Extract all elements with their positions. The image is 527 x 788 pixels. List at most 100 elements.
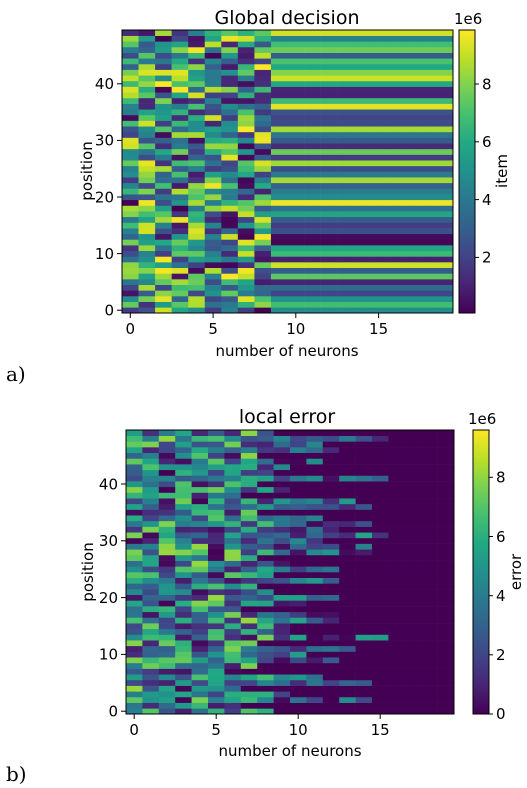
heatmap-cell (122, 30, 139, 36)
heatmap-cell (404, 708, 422, 715)
heatmap-cell (370, 97, 388, 104)
heatmap-cell (421, 651, 438, 658)
heatmap-cell (270, 30, 288, 36)
heatmap-cell (404, 486, 422, 493)
heatmap-cell (158, 430, 176, 436)
heatmap-cell (372, 503, 389, 510)
chart-a-heatmap (122, 30, 454, 314)
heatmap-cell (419, 296, 437, 302)
heatmap-cell (403, 245, 421, 252)
heatmap-cell (437, 520, 455, 527)
heatmap-cell (273, 583, 291, 590)
heatmap-cell (388, 611, 406, 618)
heatmap-cell (270, 148, 288, 155)
heatmap-cell (339, 498, 356, 505)
heatmap-cell (204, 267, 222, 274)
heatmap-cell (337, 120, 354, 127)
heatmap-cell (240, 623, 258, 630)
heatmap-cell (208, 475, 225, 482)
heatmap-cell (221, 92, 239, 99)
heatmap-cell (221, 30, 239, 36)
heatmap-cell (254, 103, 272, 110)
heatmap-cell (240, 469, 258, 476)
heatmap-cell (204, 120, 222, 127)
heatmap-cell (370, 120, 388, 127)
heatmap-cell (240, 492, 258, 499)
heatmap-cell (388, 498, 406, 505)
heatmap-cell (355, 634, 373, 641)
heatmap-cell (240, 549, 258, 556)
heatmap-cell (287, 222, 305, 229)
heatmap-cell (320, 205, 338, 212)
heatmap-cell (287, 35, 305, 42)
heatmap-cell (372, 679, 389, 686)
heatmap-cell (306, 435, 324, 442)
heatmap-cell (142, 486, 160, 493)
heatmap-cell (337, 63, 354, 70)
heatmap-cell (208, 498, 225, 505)
heatmap-cell (337, 239, 354, 246)
heatmap-cell (122, 245, 139, 252)
heatmap-cell (403, 154, 421, 161)
heatmap-cell (254, 250, 272, 257)
heatmap-cell (171, 256, 189, 263)
heatmap-cell (355, 452, 373, 459)
heatmap-cell (320, 69, 338, 76)
heatmap-cell (421, 685, 438, 692)
heatmap-cell (419, 154, 437, 161)
heatmap-cell (171, 109, 189, 116)
heatmap-cell (224, 464, 242, 471)
heatmap-cell (404, 458, 422, 465)
heatmap-cell (337, 194, 354, 201)
heatmap-cell (122, 177, 139, 184)
heatmap-cell (353, 239, 371, 246)
heatmap-cell (142, 577, 160, 584)
heatmap-cell (287, 256, 305, 263)
heatmap-cell (370, 114, 388, 121)
heatmap-cell (320, 199, 338, 206)
heatmap-cell (155, 58, 172, 65)
heatmap-cell (306, 475, 324, 482)
heatmap-cell (122, 267, 139, 274)
heatmap-cell (386, 228, 404, 235)
y-tick-label: 10 (95, 245, 114, 263)
heatmap-cell (306, 662, 324, 669)
heatmap-cell (370, 273, 388, 280)
heatmap-cell (306, 452, 324, 459)
heatmap-cell (237, 58, 255, 65)
heatmap-cell (171, 273, 189, 280)
heatmap-cell (191, 651, 209, 658)
heatmap-cell (322, 492, 340, 499)
heatmap-cell (158, 628, 176, 635)
heatmap-cell (175, 611, 192, 618)
heatmap-cell (188, 46, 206, 53)
heatmap-cell (370, 228, 388, 235)
heatmap-cell (372, 447, 389, 454)
heatmap-cell (221, 131, 239, 138)
heatmap-cell (257, 600, 274, 607)
heatmap-cell (155, 284, 172, 291)
heatmap-cell (142, 640, 160, 647)
heatmap-cell (304, 143, 321, 150)
heatmap-cell (306, 589, 324, 596)
heatmap-cell (158, 549, 176, 556)
heatmap-cell (221, 205, 239, 212)
heatmap-cell (320, 171, 338, 178)
heatmap-cell (320, 137, 338, 144)
heatmap-cell (188, 41, 206, 48)
heatmap-cell (436, 154, 454, 161)
heatmap-cell (158, 492, 176, 499)
heatmap-cell (191, 498, 209, 505)
heatmap-cell (204, 290, 222, 297)
heatmap-cell (221, 143, 239, 150)
heatmap-cell (175, 447, 192, 454)
heatmap-cell (388, 640, 406, 647)
heatmap-cell (339, 475, 356, 482)
heatmap-cell (421, 458, 438, 465)
heatmap-cell (188, 205, 206, 212)
heatmap-cell (208, 640, 225, 647)
heatmap-cell (306, 651, 324, 658)
heatmap-cell (122, 160, 139, 167)
heatmap-cell (404, 503, 422, 510)
heatmap-cell (221, 188, 239, 195)
